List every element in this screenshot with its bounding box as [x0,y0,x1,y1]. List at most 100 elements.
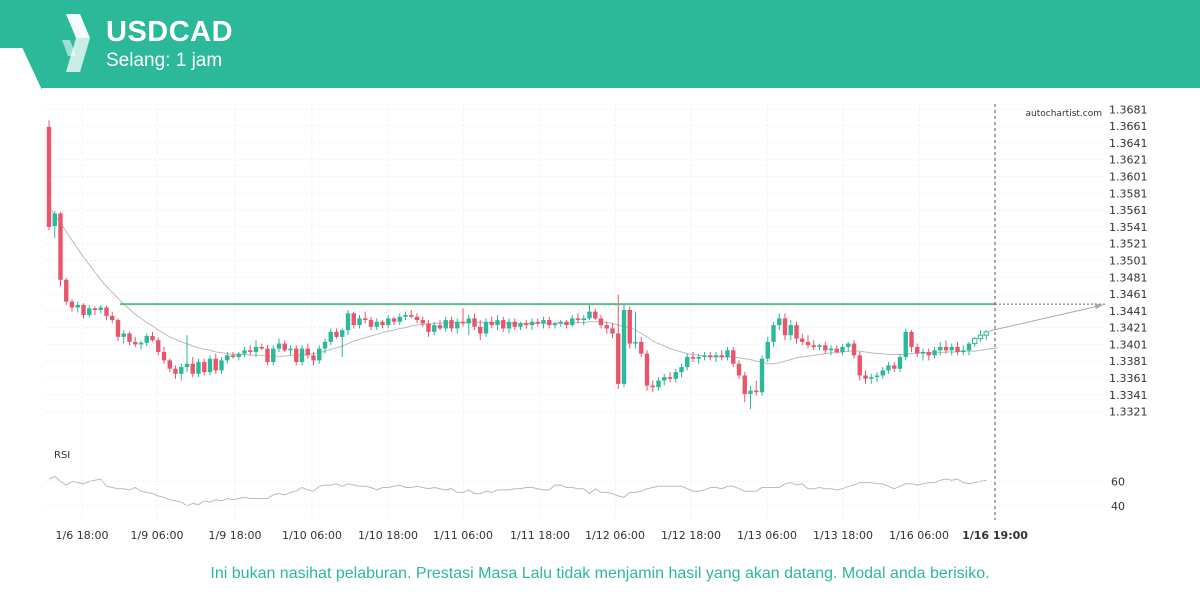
candle-body [713,355,719,358]
candle [512,318,517,331]
candle-body [909,331,914,347]
candle-body [920,351,926,354]
candle-body [294,348,299,363]
candle [621,304,627,388]
candle [311,351,316,366]
candle [420,316,425,327]
candle-body [483,321,489,334]
candle [104,305,109,321]
candle [432,321,437,336]
candle [587,303,592,321]
candle-body [811,345,816,347]
price-tick-label: 1.3321 [1109,406,1148,419]
candle-body [345,313,351,331]
candle-body [219,360,224,371]
candle-body [857,355,862,376]
candle-body [932,350,937,356]
time-tick-label: 1/11 18:00 [510,529,570,542]
candle [483,318,489,337]
candle [506,318,512,334]
candle-body [702,355,707,358]
candle [127,331,132,346]
candle [466,315,471,336]
candle-body [98,307,103,310]
candle [150,331,155,342]
price-chart: 1.3681 1.3661 1.3641 1.3621 1.3601 1.3581 1.35… [46,103,1148,542]
candle [58,211,63,287]
candle-body [834,348,839,352]
price-tick-label: 1.3461 [1109,288,1148,301]
candle [276,338,282,352]
candle [524,320,529,329]
candle-body [87,308,92,316]
candle [943,340,949,354]
candle [426,320,431,337]
candle [846,341,851,352]
header-banner [0,0,1200,90]
candle-body [685,357,690,368]
candle-body [926,351,931,356]
candle-body [731,350,736,364]
price-tick-label: 1.3541 [1109,221,1148,234]
candle-body [472,318,477,327]
candle [334,328,339,339]
candle [926,348,931,361]
candle [403,311,408,321]
candlestick-series [46,120,989,410]
candle [696,353,701,364]
candle-body [593,311,598,319]
candle [443,316,448,332]
candle-body [627,309,632,344]
candle-body [972,338,978,345]
candle-body [64,279,69,302]
candle [983,330,989,341]
candle-body [282,343,287,351]
candle [219,357,224,374]
candle-body [299,348,305,363]
candle-body [202,362,207,373]
candle-body [466,318,471,324]
candle-body [501,320,506,329]
candle [616,294,621,389]
candle [478,320,483,341]
candle-body [328,331,333,342]
candle [627,306,632,349]
time-tick-label: 1/16 19:00 [962,529,1028,542]
candle-body [150,336,155,341]
candle [558,320,563,327]
price-tick-label: 1.3381 [1109,355,1148,368]
candle-body [610,328,615,334]
candle-body [184,363,190,368]
candle-body [604,325,609,329]
candle-body [800,338,805,342]
price-tick-label: 1.3521 [1109,238,1148,251]
candle-body [409,315,414,317]
time-tick-label: 1/6 18:00 [56,529,109,542]
moving-average-line [48,205,998,365]
candle [731,346,736,368]
candle-body [432,325,437,332]
time-tick-label: 1/9 06:00 [131,529,184,542]
candle [909,330,914,352]
time-tick-label: 1/13 18:00 [813,529,873,542]
candle [305,343,310,359]
candle-body [495,320,500,326]
candle [874,372,880,383]
candle-body [512,321,517,327]
candle [794,321,799,344]
candle [880,367,885,379]
candle [610,323,615,339]
candle-body [133,341,138,345]
candle [713,351,719,363]
candle [886,362,891,374]
candle [834,345,839,354]
candle [294,345,299,366]
candle [690,351,696,363]
rsi-tick-label: 40 [1111,500,1125,513]
rsi-panel: 60 40 [46,475,1125,513]
candle [156,337,161,356]
candle-body [259,346,264,349]
candle-body [391,318,397,322]
candle [271,345,276,366]
candle-body [564,321,569,326]
